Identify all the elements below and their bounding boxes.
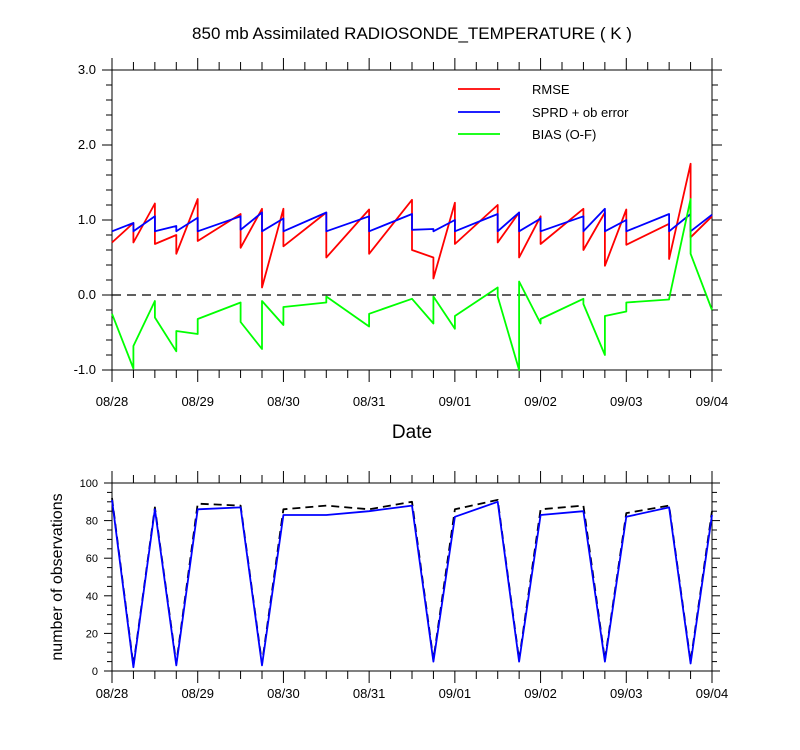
bottom-series xyxy=(111,497,713,669)
x-tick-label: 09/03 xyxy=(610,686,643,701)
bottom-x-tick-labels: 08/28 08/29 08/30 08/31 09/01 09/02 09/03 09/04 xyxy=(96,686,729,701)
x-tick-label: 08/28 xyxy=(96,394,129,409)
x-tick-label: 08/30 xyxy=(267,686,300,701)
top-x-tick-labels: 08/28 08/29 08/30 08/31 09/01 09/02 09/03 09/04 xyxy=(96,394,729,409)
x-axis-label: Date xyxy=(392,422,432,443)
x-tick-label: 09/02 xyxy=(524,394,557,409)
series-line-possible xyxy=(111,497,713,667)
y-tick-label: 100 xyxy=(80,478,98,490)
x-tick-label: 08/31 xyxy=(353,686,386,701)
chart-title: 850 mb Assimilated RADIOSONDE_TEMPERATUR… xyxy=(192,24,632,43)
legend-label-sprd: SPRD + ob error xyxy=(532,105,629,120)
y-tick-label: 60 xyxy=(86,553,98,565)
x-tick-label: 08/30 xyxy=(267,394,300,409)
top-ticks xyxy=(102,58,722,382)
series-line-bias-o-f xyxy=(111,198,713,371)
x-tick-label: 09/04 xyxy=(696,394,729,409)
top-y-tick-labels: -1.0 0.0 1.0 2.0 3.0 xyxy=(74,62,96,377)
series-line-assimilated xyxy=(111,499,713,669)
x-tick-label: 08/29 xyxy=(181,394,214,409)
legend-label-rmse: RMSE xyxy=(532,82,570,97)
legend: RMSE SPRD + ob error BIAS (O-F) xyxy=(458,82,629,142)
y-tick-label: 1.0 xyxy=(78,212,96,227)
y-tick-label: 80 xyxy=(86,516,98,528)
legend-label-bias: BIAS (O-F) xyxy=(532,127,596,142)
bottom-y-tick-labels: 0 20 40 60 80 100 xyxy=(80,478,98,678)
bottom-chart: 0 20 40 60 80 100 08/28 08/29 08/30 08/31 09/01 09… xyxy=(49,471,728,701)
top-chart: 850 mb Assimilated RADIOSONDE_TEMPERATUR… xyxy=(74,24,729,443)
y-axis-label: number of observations xyxy=(49,493,66,660)
y-tick-label: 0.0 xyxy=(78,287,96,302)
series-line-sprd-ob-error xyxy=(111,207,713,233)
x-tick-label: 09/04 xyxy=(696,686,729,701)
x-tick-label: 09/01 xyxy=(439,686,472,701)
y-tick-label: 3.0 xyxy=(78,62,96,77)
y-tick-label: 2.0 xyxy=(78,137,96,152)
x-tick-label: 09/01 xyxy=(439,394,472,409)
series-line-rmse xyxy=(111,162,713,289)
x-tick-label: 09/03 xyxy=(610,394,643,409)
bottom-ticks xyxy=(104,471,720,683)
x-tick-label: 08/28 xyxy=(96,686,129,701)
y-tick-label: -1.0 xyxy=(74,362,96,377)
y-tick-label: 0 xyxy=(92,666,98,678)
y-tick-label: 20 xyxy=(86,628,98,640)
x-tick-label: 08/29 xyxy=(181,686,214,701)
x-tick-label: 08/31 xyxy=(353,394,386,409)
y-tick-label: 40 xyxy=(86,591,98,603)
x-tick-label: 09/02 xyxy=(524,686,557,701)
top-series xyxy=(111,162,713,371)
